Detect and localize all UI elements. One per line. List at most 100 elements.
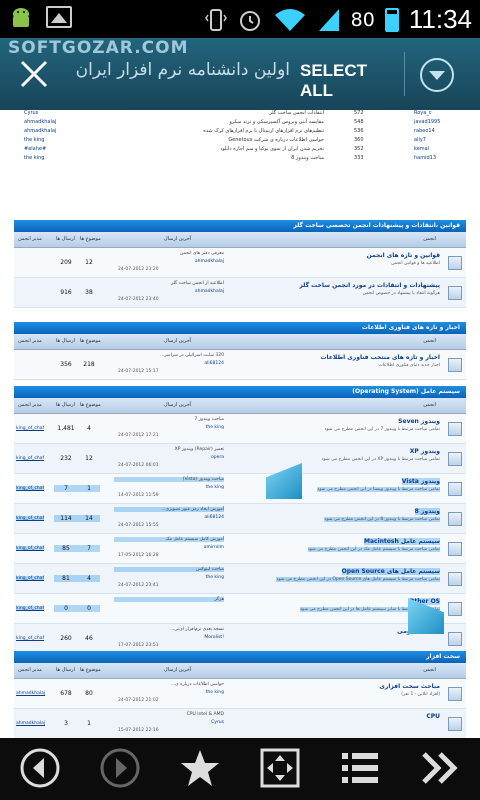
moderator-link[interactable]: king_of_chaf	[16, 426, 45, 431]
forum-title-link[interactable]: مباحث سخت افزاری	[379, 683, 440, 690]
last-post-author[interactable]: the king	[205, 690, 224, 695]
last-post-author[interactable]: ahmadkhalaj	[194, 289, 224, 294]
row-topic[interactable]: مقایسه آنتی ویروس آکسپرسکی و ترند میکرو	[229, 119, 324, 125]
last-post-link[interactable]: CPU Intel & AMD	[186, 712, 224, 717]
row-user[interactable]: ahmadkhalaj	[24, 128, 57, 134]
top-right-row[interactable]: 548 javad1995	[354, 119, 464, 129]
last-post-author[interactable]: opera	[211, 455, 224, 460]
last-post-link[interactable]: آموزش ایجاد رمز عبور تصویری...	[114, 507, 224, 512]
forum-title-link[interactable]: Other OS	[409, 598, 440, 605]
last-post-link[interactable]: آموزش کامل سیستم عامل مک	[114, 537, 224, 542]
last-post-author[interactable]: ali68124	[204, 515, 224, 520]
last-post-author[interactable]: ali68124	[204, 361, 224, 366]
moderator-link[interactable]: king_of_chaf	[16, 516, 45, 521]
row-user[interactable]: the king	[24, 155, 45, 161]
forward-icon[interactable]	[98, 746, 142, 790]
row-user[interactable]: ahmadkhalaj	[24, 119, 57, 125]
top-right-row[interactable]: 572 Roya_c	[354, 110, 464, 120]
forum-row[interactable]: پیشنهادات و انتقادات در مورد انجمن ساخت …	[14, 278, 466, 308]
moderator-link[interactable]: ahmadkhalaj	[16, 691, 46, 696]
forum-row[interactable]: ویندوز Vista تمامی مباحث مرتبط با ویندوز …	[14, 474, 466, 504]
forum-row[interactable]: CPU CPU Intel & AMD Cyrus 15-07-2012 22:16 1…	[14, 709, 466, 738]
last-post-link[interactable]: 320 سایت اسرائیلی در سراسر...	[160, 353, 224, 358]
last-post-link[interactable]: مباحث ویندوز 7	[194, 417, 224, 422]
forum-row[interactable]: مباحث سخت افزاری (افراد انلاین - 1 نفر) حو…	[14, 679, 466, 709]
moderator-link[interactable]: king_of_chaf	[16, 576, 45, 581]
section-title[interactable]: سیستم عامل (Operating System)	[14, 386, 466, 398]
select-all-button[interactable]: SELECT ALL	[300, 61, 368, 100]
row-topic[interactable]: تنظیم‌های ترم افزارهای ارتپیتال با نرم ا…	[203, 128, 324, 134]
forum-row[interactable]: ویندوز 8 تمامی مباحث مرتبط با ویندوز 8 در…	[14, 504, 466, 534]
last-post-author[interactable]: the king	[205, 575, 224, 580]
row-user[interactable]: rabeo14	[414, 128, 435, 134]
last-post-author[interactable]: amirrolm	[203, 545, 224, 550]
last-post-author[interactable]: the king	[205, 485, 224, 490]
last-post-link[interactable]: مباحث ویندوز (Vista)	[114, 477, 224, 482]
top-left-row[interactable]: ahmadkhalaj تنظیم‌های ترم افزارهای ارتپیت…	[24, 128, 324, 138]
section-title[interactable]: قوانین ،انتقادات و پیشنهادات انجمن تخصصی…	[14, 220, 466, 232]
last-post-link[interactable]: معرفی دفتر های انجمن	[180, 251, 224, 256]
row-user[interactable]: Roya_c	[414, 110, 432, 116]
forum-row[interactable]: سیستم عامل های Open Source تمامی مباحث مر…	[14, 564, 466, 594]
row-user[interactable]: javad1995	[414, 119, 441, 125]
forum-row[interactable]: اخبار و تازه های منتخب فناوری اطلاعات اخب…	[14, 350, 466, 380]
top-right-row[interactable]: 352 kemal	[354, 146, 464, 156]
overflow-menu-button[interactable]	[420, 58, 454, 92]
top-right-row[interactable]: 360 aliy7	[354, 137, 464, 147]
last-post-link[interactable]: حواسی اطلاعات درباره ی...	[170, 682, 224, 687]
row-user[interactable]: kemal	[414, 146, 430, 152]
moderator-link[interactable]: king_of_chaf	[16, 636, 45, 641]
last-post-author[interactable]: ahmadkhalaj	[194, 259, 224, 264]
row-user[interactable]: aliy7	[414, 137, 426, 143]
close-icon[interactable]	[14, 54, 54, 94]
row-topic[interactable]: انتقادات انجمن ساخت گلز	[269, 110, 324, 116]
top-right-row[interactable]: 536 rabeo14	[354, 128, 464, 138]
forum-title-link[interactable]: ویندوز Vista	[401, 478, 440, 485]
row-user[interactable]: Cyrus	[24, 110, 39, 116]
forum-title-link[interactable]: پیشنهادات و انتقادات در مورد انجمن ساخت …	[299, 282, 440, 289]
moderator-link[interactable]: king_of_chaf	[16, 606, 45, 611]
last-post-link[interactable]: تعمیر (Repair) ویندوز XP	[174, 447, 224, 452]
section-title[interactable]: سخت افزار	[14, 651, 466, 663]
moderator-link[interactable]: king_of_chaf	[16, 456, 45, 461]
moderator-link[interactable]: king_of_chaf	[16, 486, 45, 491]
forum-title-link[interactable]: CPU	[426, 713, 440, 720]
forum-row[interactable]: ویندوز XP تمامی مباحث مرتبط با ویندوز XP …	[14, 444, 466, 474]
forum-title-link[interactable]: قوانین و تازه های انجمن	[366, 252, 440, 259]
row-topic[interactable]: مباحث ویندوز 8	[291, 155, 324, 161]
top-left-row[interactable]: Cyrus انتقادات انجمن ساخت گلز	[24, 110, 324, 120]
row-topic[interactable]: تحریم شدن ایران از سوی نوکیا و سم اجازه …	[220, 146, 324, 152]
forum-row[interactable]: قوانین و تازه های انجمن اطلاعیه ها و قوان…	[14, 248, 466, 278]
forum-title-link[interactable]: سیستم عامل Macintosh	[364, 538, 440, 545]
last-post-link[interactable]: اطلاعیه از انجمن ساخت گلز	[170, 281, 224, 286]
last-post-author[interactable]: Cyrus	[211, 720, 224, 725]
more-chevrons-icon[interactable]	[418, 746, 462, 790]
last-post-link[interactable]: مباحث لینوکس	[114, 567, 224, 572]
last-post-author[interactable]: the king	[205, 425, 224, 430]
tabs-list-icon[interactable]	[338, 746, 382, 790]
row-topic[interactable]: حواسی اطلاعات درباره ی شرکت Genetous	[228, 137, 324, 143]
row-user[interactable]: #elahe#	[24, 146, 47, 152]
last-post-link[interactable]: هرگز	[114, 597, 224, 602]
back-icon[interactable]	[18, 746, 62, 790]
forum-title-link[interactable]: ویندوز XP	[409, 448, 440, 455]
top-right-row[interactable]: 333 hamid13	[354, 155, 464, 165]
section-title[interactable]: اخبار و تازه های فناوری اطلاعات	[14, 322, 466, 334]
forum-title-link[interactable]: ویندوز Seven	[398, 418, 440, 425]
top-left-row[interactable]: ahmadkhalaj مقایسه آنتی ویروس آکسپرسکی و …	[24, 119, 324, 129]
web-page[interactable]: Cyrus انتقادات انجمن ساخت گلز ahmadkhalaj م…	[0, 38, 480, 738]
row-user[interactable]: hamid13	[414, 155, 437, 161]
forum-title-link[interactable]: سیستم عامل های Open Source	[341, 568, 440, 575]
top-left-row[interactable]: the king مباحث ویندوز 8	[24, 155, 324, 165]
last-post-author[interactable]: !Moralist	[204, 635, 224, 640]
moderator-link[interactable]: ahmadkhalaj	[16, 721, 46, 726]
forum-row[interactable]: سیستم عامل Macintosh تمامی مباحث مرتبط با…	[14, 534, 466, 564]
bookmark-star-icon[interactable]	[178, 746, 222, 790]
row-user[interactable]: the king	[24, 137, 45, 143]
last-post-link[interactable]: نسخه بعدی نرم‌افزار ای‌تی...	[169, 627, 224, 632]
forum-row[interactable]: ویندوز Seven تمامی مباحث مرتبط با ویندوز …	[14, 414, 466, 444]
fullscreen-icon[interactable]	[258, 746, 302, 790]
forum-row[interactable]: Other OS تمامی مباحث مرتبط با سایر سیستم …	[14, 594, 466, 624]
forum-title-link[interactable]: ویندوز 8	[414, 508, 440, 515]
